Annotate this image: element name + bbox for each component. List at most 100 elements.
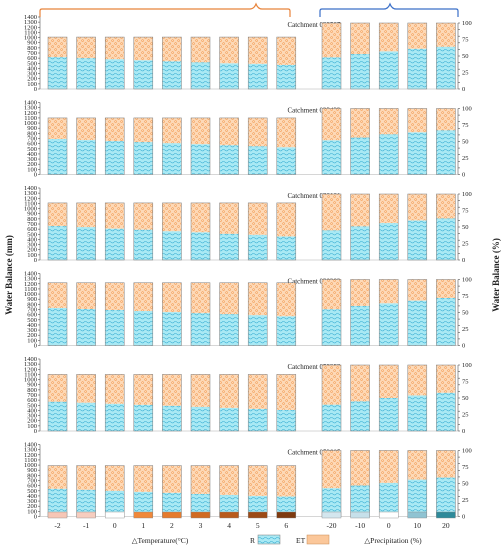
right-tick-label: 100 bbox=[462, 106, 472, 113]
bar-outline bbox=[190, 36, 211, 90]
bar-outline bbox=[378, 22, 399, 90]
bar-et-temp-0 bbox=[105, 465, 125, 491]
bar-r-temp-1 bbox=[133, 60, 153, 89]
bar-et-temp--2 bbox=[48, 37, 67, 58]
panel-4: 0100200300400500600700800900100011001200… bbox=[24, 271, 472, 350]
left-tick-label: 100 bbox=[27, 423, 37, 430]
left-tick-label: 800 bbox=[27, 130, 37, 137]
bar-r-temp-1 bbox=[133, 404, 153, 431]
bar-et-temp-4 bbox=[219, 37, 239, 64]
bar-et-temp-1 bbox=[133, 37, 153, 61]
left-tick-label: 1400 bbox=[24, 356, 37, 363]
bar-r-temp-3 bbox=[191, 232, 210, 260]
panel-5: 0100200300400500600700800900100011001200… bbox=[24, 356, 472, 435]
bar-et-temp-0 bbox=[105, 202, 125, 229]
right-tick-label: 25 bbox=[462, 326, 469, 333]
left-tick-label: 500 bbox=[27, 146, 37, 153]
bar-outline bbox=[133, 282, 154, 346]
left-tick-label: 300 bbox=[27, 71, 37, 78]
left-tick-label: 300 bbox=[27, 498, 37, 505]
bar-et-temp-2 bbox=[162, 374, 182, 406]
precip-swatch-10 bbox=[407, 511, 427, 519]
bar-r-temp-0 bbox=[105, 228, 125, 260]
bar-et-temp-5 bbox=[248, 202, 268, 235]
panel-2: 0100200300400500600700800900100011001200… bbox=[24, 100, 472, 179]
bar-et-precip--10 bbox=[350, 450, 370, 486]
right-axis-title: Water Balance (%) bbox=[491, 238, 501, 312]
bar-et-precip-20 bbox=[436, 23, 456, 47]
bar-outline bbox=[436, 108, 456, 175]
left-tick-label: 200 bbox=[27, 418, 37, 425]
bar-et-precip--20 bbox=[322, 194, 341, 231]
left-tick-label: 300 bbox=[27, 242, 37, 249]
bar-outline bbox=[407, 193, 428, 261]
bar-r-temp-3 bbox=[191, 493, 210, 517]
bar-outline bbox=[378, 193, 399, 261]
temp-swatch-6 bbox=[276, 511, 296, 519]
left-tick-label: 1200 bbox=[24, 366, 37, 373]
bar-et-precip-10 bbox=[407, 23, 427, 49]
bar-outline bbox=[276, 374, 297, 432]
left-tick-label: 1200 bbox=[24, 195, 37, 202]
left-tick-label: 0 bbox=[34, 257, 37, 264]
bar-r-temp--2 bbox=[48, 139, 67, 175]
bar-et-precip--20 bbox=[322, 23, 341, 58]
right-tick-label: 0 bbox=[462, 343, 465, 350]
bar-outline bbox=[407, 364, 428, 432]
bar-outline bbox=[350, 364, 370, 432]
temp-swatch-label: -2 bbox=[54, 521, 60, 530]
bar-outline bbox=[321, 364, 342, 432]
panel-title: Catchment 030101 bbox=[287, 192, 341, 200]
left-tick-label: 1400 bbox=[24, 14, 37, 21]
bar-r-temp-2 bbox=[162, 492, 182, 517]
temp-swatch--2 bbox=[47, 511, 68, 519]
panel-6: 0100200300400500600700800900100011001200… bbox=[24, 442, 472, 521]
left-tick-label: 300 bbox=[27, 413, 37, 420]
bar-et-temp-3 bbox=[191, 117, 210, 145]
bar-et-precip-20 bbox=[436, 279, 456, 298]
bar-r-temp-5 bbox=[248, 408, 268, 431]
left-tick-label: 1000 bbox=[24, 377, 37, 384]
bar-r-precip--20 bbox=[322, 140, 341, 175]
bar-et-temp--1 bbox=[76, 202, 96, 228]
left-tick-label: 700 bbox=[27, 392, 37, 399]
right-tick-label: 25 bbox=[462, 155, 469, 162]
bar-et-precip-20 bbox=[436, 450, 456, 478]
left-tick-label: 100 bbox=[27, 337, 37, 344]
right-tick-label: 75 bbox=[462, 122, 469, 129]
bar-r-temp-6 bbox=[276, 409, 296, 431]
bar-et-temp--2 bbox=[48, 117, 67, 140]
bar-et-temp-2 bbox=[162, 465, 182, 493]
bar-r-precip-0 bbox=[379, 303, 399, 346]
left-tick-label: 100 bbox=[27, 81, 37, 88]
bar-r-temp-6 bbox=[276, 496, 296, 517]
precip-swatch-label: 10 bbox=[414, 521, 422, 530]
left-tick-label: 300 bbox=[27, 327, 37, 334]
bar-et-temp-0 bbox=[105, 374, 125, 404]
bar-outline bbox=[76, 374, 96, 432]
bar-outline bbox=[247, 36, 268, 90]
bar-et-precip-0 bbox=[379, 23, 399, 52]
bar-r-temp--1 bbox=[76, 227, 96, 260]
left-tick-label: 900 bbox=[27, 40, 37, 47]
bar-outline bbox=[378, 108, 399, 175]
bar-outline bbox=[276, 282, 297, 346]
temp-swatch-4 bbox=[219, 511, 239, 519]
bar-outline bbox=[407, 279, 428, 346]
left-tick-label: 700 bbox=[27, 221, 37, 228]
temp-swatch-label: 1 bbox=[141, 521, 145, 530]
bar-outline bbox=[190, 374, 211, 432]
bar-outline bbox=[47, 117, 68, 175]
right-tick-label: 0 bbox=[462, 172, 465, 179]
bar-r-temp-1 bbox=[133, 491, 153, 517]
bar-outline bbox=[350, 279, 370, 346]
bar-et-precip-0 bbox=[379, 365, 399, 398]
bar-r-temp-2 bbox=[162, 143, 182, 175]
r-legend-label: R bbox=[250, 536, 255, 545]
bar-r-temp-5 bbox=[248, 495, 268, 517]
bar-r-precip--20 bbox=[322, 488, 341, 517]
left-tick-label: 400 bbox=[27, 322, 37, 329]
left-tick-label: 0 bbox=[34, 514, 37, 521]
bar-r-precip-20 bbox=[436, 297, 456, 346]
bar-et-temp--2 bbox=[48, 202, 67, 227]
